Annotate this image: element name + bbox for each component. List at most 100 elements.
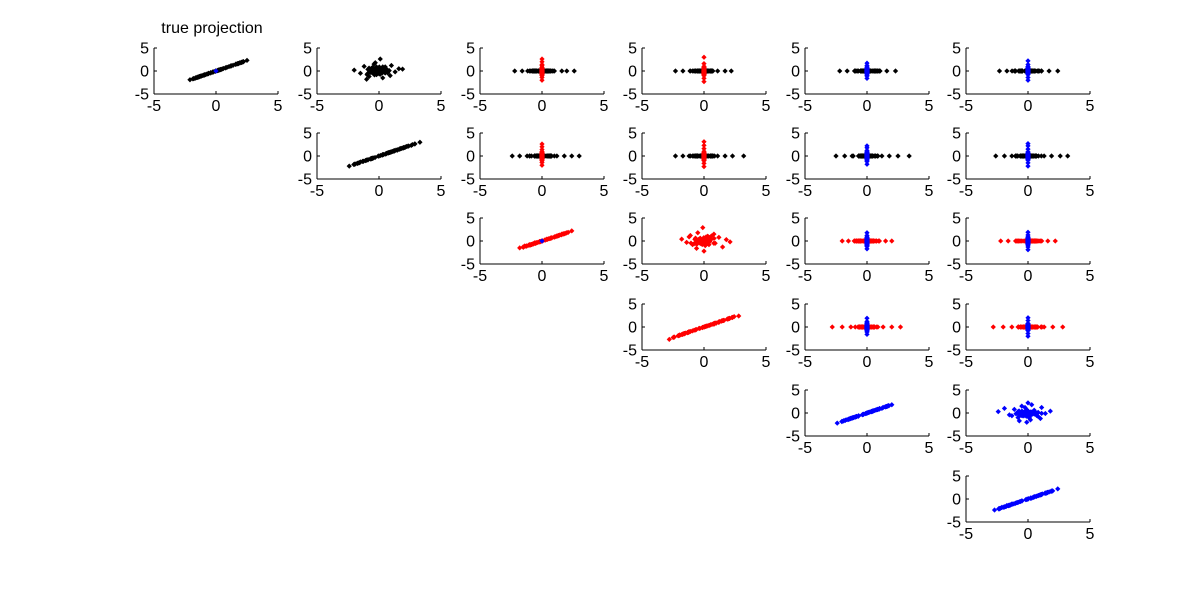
data-point xyxy=(723,236,729,243)
panel-p44: -5 0 5 5 0 -5 xyxy=(623,297,771,372)
data-point xyxy=(680,68,686,74)
data-point xyxy=(1048,488,1055,494)
y-tick-label: 0 xyxy=(791,234,800,251)
y-tick-label: -5 xyxy=(786,87,800,104)
figure-title: true projection xyxy=(161,20,262,37)
x-tick-label: 0 xyxy=(700,268,709,285)
y-tick-label: 5 xyxy=(466,211,475,228)
y-tick-label: 5 xyxy=(791,297,800,314)
y-tick-label: -5 xyxy=(623,257,637,274)
data-point xyxy=(1025,315,1031,321)
data-point xyxy=(228,63,234,69)
x-tick-label: -5 xyxy=(798,354,812,371)
data-point xyxy=(995,408,1001,415)
data-marks xyxy=(666,313,742,343)
data-point xyxy=(388,62,395,69)
data-point xyxy=(701,70,707,76)
x-tick-label: 5 xyxy=(762,183,771,200)
data-point xyxy=(1031,407,1037,413)
data-point xyxy=(882,238,889,244)
data-point xyxy=(522,243,528,249)
data-point xyxy=(1009,413,1015,419)
y-tick-label: 5 xyxy=(952,469,961,486)
x-tick-label: 0 xyxy=(1024,98,1033,115)
y-tick-label: 0 xyxy=(952,64,961,81)
x-tick-label: 5 xyxy=(274,98,283,115)
data-point xyxy=(845,416,852,423)
data-point xyxy=(213,68,219,74)
data-point xyxy=(385,70,391,76)
data-point xyxy=(377,56,383,62)
x-tick-label: 0 xyxy=(375,98,384,115)
data-point xyxy=(834,420,840,426)
data-point xyxy=(727,239,733,245)
x-tick-label: 5 xyxy=(925,354,934,371)
data-point xyxy=(526,68,533,74)
data-point xyxy=(1057,153,1063,159)
x-tick-label: -5 xyxy=(310,183,324,200)
data-point xyxy=(695,68,701,74)
data-point xyxy=(684,239,690,246)
x-tick-label: 5 xyxy=(600,183,609,200)
data-point xyxy=(559,68,565,74)
x-tick-label: 0 xyxy=(1024,268,1033,285)
data-point xyxy=(996,68,1003,74)
data-point xyxy=(1024,496,1030,503)
x-tick-label: 5 xyxy=(925,440,934,457)
data-point xyxy=(1025,414,1032,420)
x-tick-label: 5 xyxy=(600,98,609,115)
data-point xyxy=(539,56,545,62)
data-point xyxy=(1014,500,1020,506)
y-tick-label: -5 xyxy=(298,172,312,189)
data-point xyxy=(855,413,861,419)
data-point xyxy=(187,77,193,83)
data-point xyxy=(856,153,863,159)
data-point xyxy=(1047,408,1053,414)
data-point xyxy=(889,238,895,244)
panel-p23: -5 0 5 5 0 -5 xyxy=(461,126,609,201)
data-point xyxy=(715,68,721,74)
panel-p36: -5 0 5 5 0 -5 xyxy=(947,211,1095,286)
x-tick-label: -5 xyxy=(147,98,161,115)
data-point xyxy=(394,147,401,153)
data-point xyxy=(1025,155,1031,161)
data-point xyxy=(366,73,372,80)
data-point xyxy=(851,68,858,74)
data-point xyxy=(382,151,388,157)
data-marks xyxy=(672,54,734,85)
panel-p46: -5 0 5 5 0 -5 xyxy=(947,297,1095,372)
x-tick-label: 0 xyxy=(863,268,872,285)
x-tick-label: 0 xyxy=(538,183,547,200)
data-point xyxy=(876,68,883,74)
y-tick-label: 5 xyxy=(303,41,312,58)
data-point xyxy=(380,75,386,81)
data-point xyxy=(1009,324,1015,330)
data-point xyxy=(551,68,558,74)
data-point xyxy=(696,325,702,332)
y-tick-label: -5 xyxy=(298,87,312,104)
data-point xyxy=(864,143,870,149)
x-tick-label: -5 xyxy=(473,183,487,200)
data-point xyxy=(876,238,883,244)
y-tick-label: 0 xyxy=(952,492,961,509)
data-point xyxy=(1023,406,1030,412)
data-point xyxy=(1027,417,1034,423)
panel-p14: -5 0 5 5 0 -5 xyxy=(623,41,771,116)
y-tick-label: -5 xyxy=(623,87,637,104)
panel-p66: -5 0 5 5 0 -5 xyxy=(947,469,1095,544)
data-point xyxy=(370,155,376,161)
data-point xyxy=(1032,409,1039,416)
data-point xyxy=(670,334,676,341)
y-tick-label: 0 xyxy=(791,149,800,166)
y-tick-label: -5 xyxy=(461,172,475,189)
x-tick-label: -5 xyxy=(635,183,649,200)
data-point xyxy=(417,139,423,145)
data-point xyxy=(686,234,692,240)
data-point xyxy=(701,239,707,245)
data-point xyxy=(897,324,904,330)
data-point xyxy=(545,68,551,74)
data-point xyxy=(233,61,239,67)
x-tick-label: 0 xyxy=(1024,183,1033,200)
data-point xyxy=(1022,411,1029,417)
data-point xyxy=(693,245,700,251)
